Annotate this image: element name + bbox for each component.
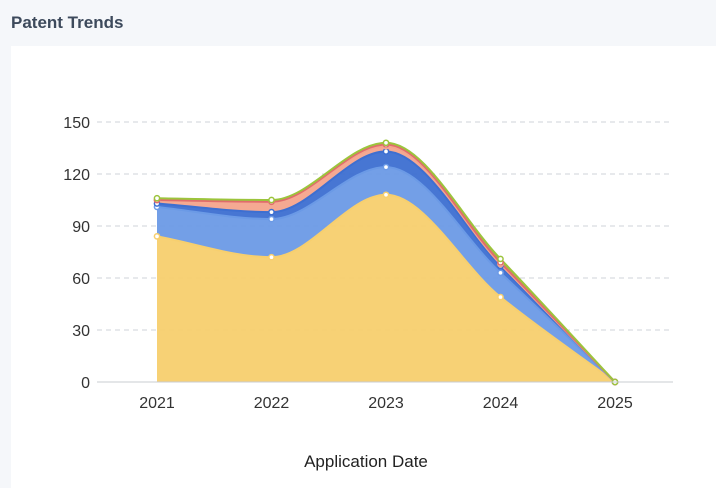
y-tick-label: 0 bbox=[81, 375, 90, 392]
x-tick-label: 2022 bbox=[254, 395, 290, 412]
data-point bbox=[269, 255, 274, 260]
data-point bbox=[269, 197, 274, 202]
data-point bbox=[383, 149, 388, 154]
y-tick-label: 150 bbox=[63, 115, 90, 132]
x-tick-label: 2023 bbox=[368, 395, 404, 412]
data-point bbox=[269, 216, 274, 221]
x-tick-label: 2021 bbox=[139, 395, 175, 412]
area-chart: 0 30 60 90 120 150 2021 2022 2023 2024 2025 Applic… bbox=[0, 0, 716, 488]
data-point bbox=[383, 140, 388, 145]
data-point bbox=[498, 256, 503, 261]
data-point bbox=[383, 192, 388, 197]
y-tick-label: 60 bbox=[72, 271, 90, 288]
area-series bbox=[157, 143, 615, 382]
data-point bbox=[498, 270, 503, 275]
data-point bbox=[269, 210, 274, 215]
data-point bbox=[154, 234, 159, 239]
x-axis-title: Application Date bbox=[304, 452, 428, 471]
x-tick-label: 2025 bbox=[597, 395, 633, 412]
y-tick-label: 120 bbox=[63, 167, 90, 184]
x-tick-label: 2024 bbox=[483, 395, 519, 412]
data-point bbox=[383, 164, 388, 169]
data-point bbox=[154, 196, 159, 201]
y-tick-label: 30 bbox=[72, 323, 90, 340]
y-tick-label: 90 bbox=[72, 219, 90, 236]
data-point bbox=[498, 294, 503, 299]
